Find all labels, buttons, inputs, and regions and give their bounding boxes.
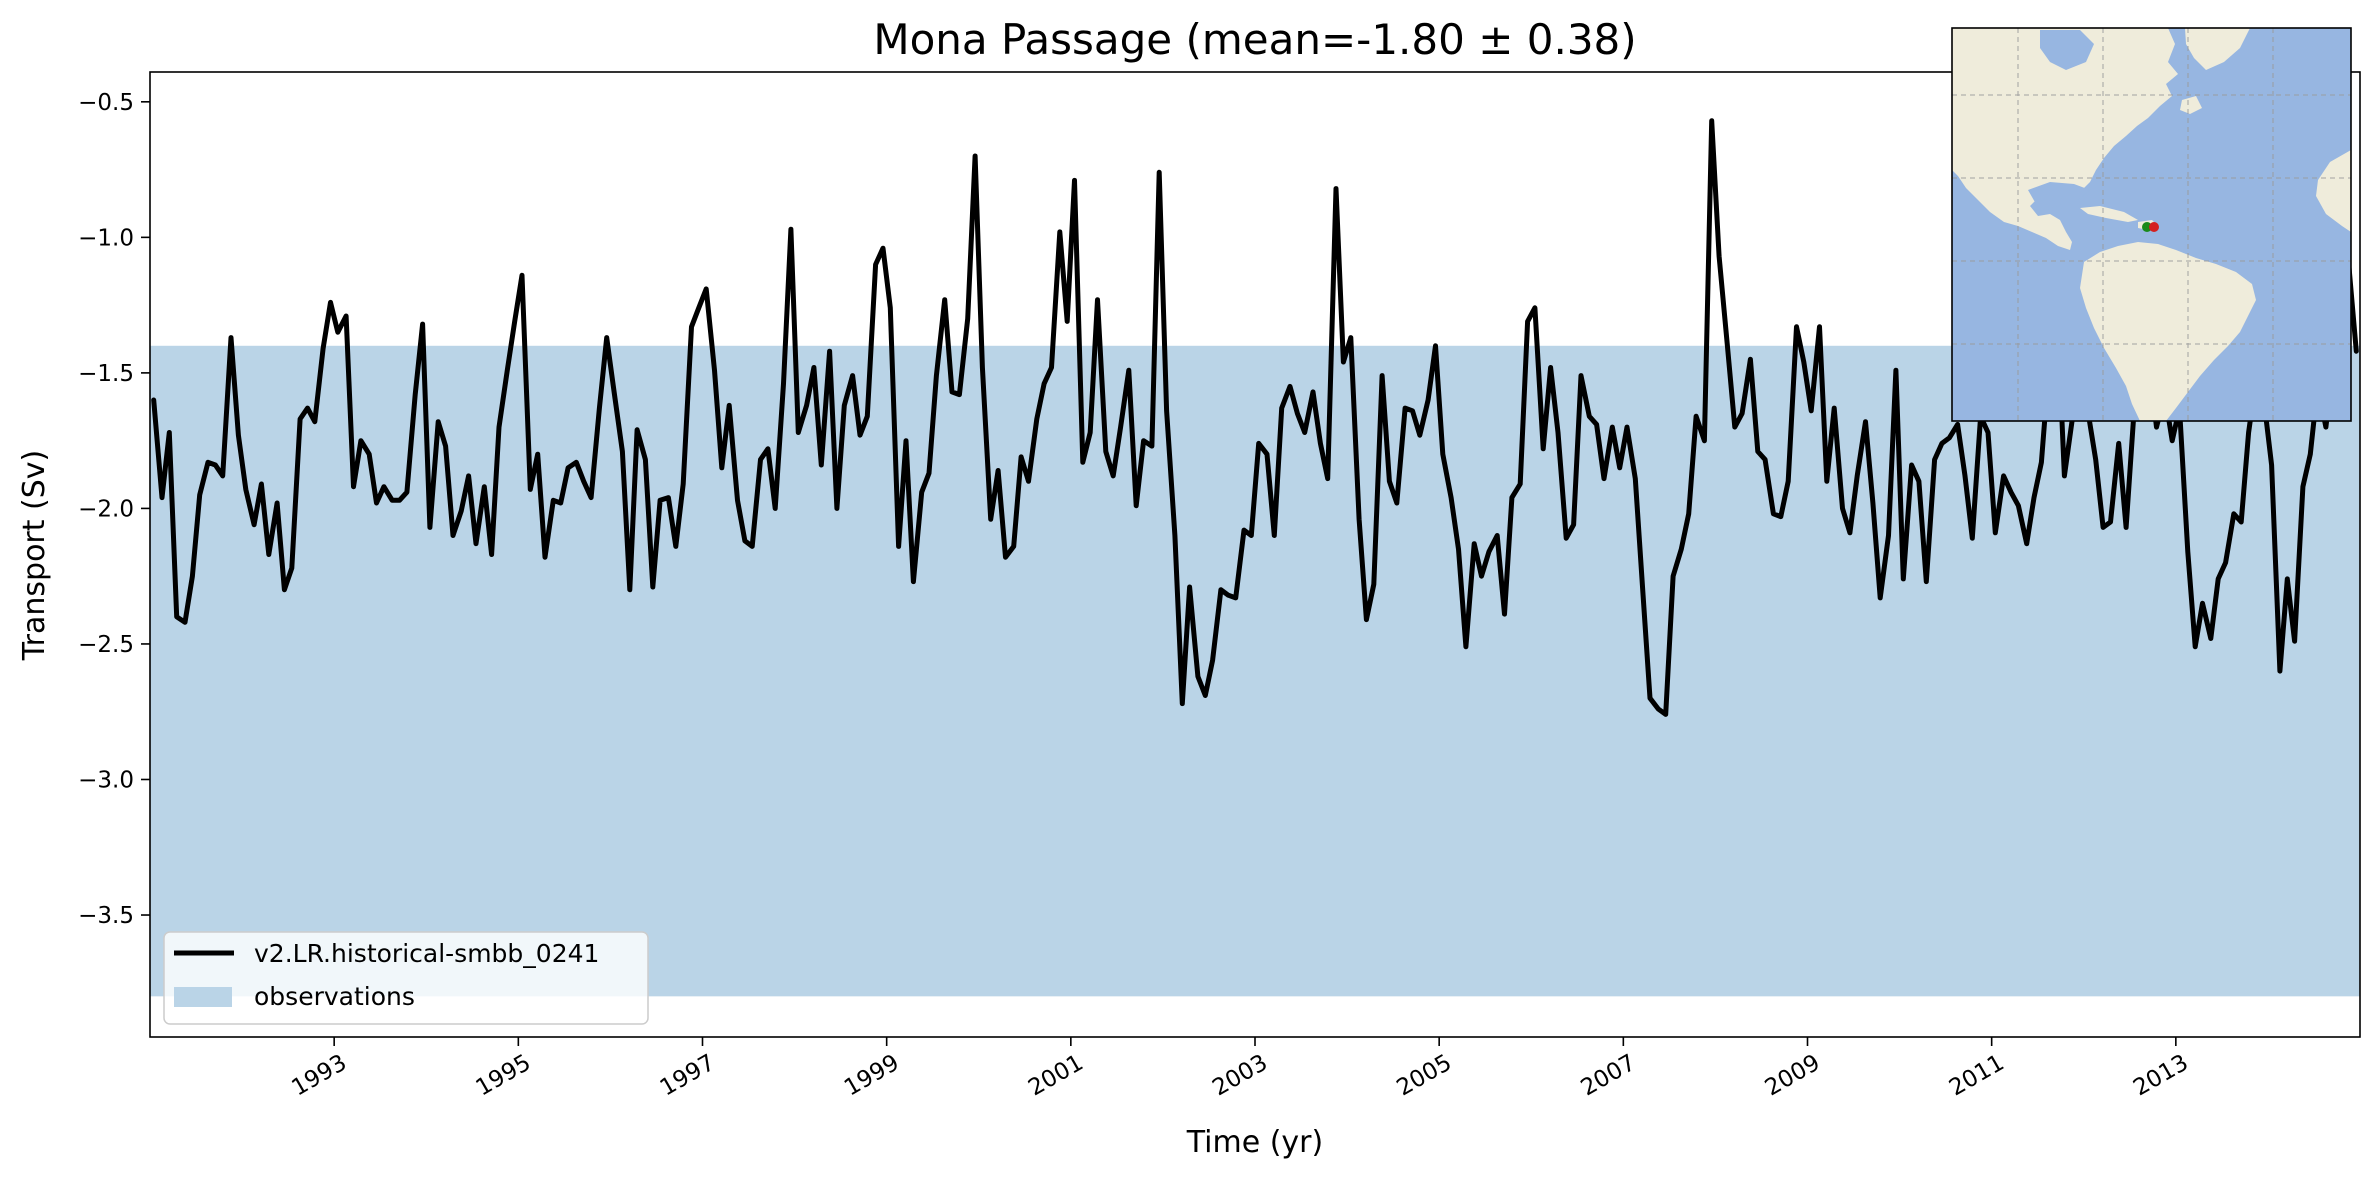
- legend-swatch-observations: [174, 987, 232, 1007]
- inset-map-frame: [1951, 27, 2352, 422]
- map-water-hudson: [2040, 30, 2094, 70]
- chart-title: Mona Passage (mean=-1.80 ± 0.38): [873, 15, 1636, 64]
- y-tick-label: −3.0: [78, 767, 134, 793]
- map-marker-red: [2149, 222, 2159, 232]
- y-tick-label: −0.5: [78, 90, 134, 116]
- map-marker-green: [2142, 222, 2152, 232]
- observations-band: [150, 345, 2360, 997]
- map-land-south-america: [2080, 242, 2256, 421]
- y-tick-label: −1.5: [78, 361, 134, 387]
- map-land-africa: [2316, 150, 2351, 232]
- map-land-north-america: [1952, 28, 2178, 250]
- map-water-gulf: [2028, 182, 2090, 210]
- y-axis-label: Transport (Sv): [17, 450, 52, 662]
- x-axis-label: Time (yr): [1186, 1125, 1323, 1160]
- legend-label-observations: observations: [254, 982, 415, 1011]
- y-tick-label: −2.0: [78, 496, 134, 522]
- series-line-0: [151, 118, 2359, 717]
- y-tick-label: −2.5: [78, 632, 134, 658]
- legend: v2.LR.historical-smbb_0241 observations: [163, 931, 649, 1025]
- map-land-greenland: [2185, 28, 2250, 70]
- y-tick-label: −1.0: [78, 225, 134, 251]
- map-land-newfoundland: [2180, 96, 2202, 114]
- map-land-cuba: [2080, 206, 2138, 222]
- legend-label-series: v2.LR.historical-smbb_0241: [254, 939, 599, 968]
- legend-box: [163, 931, 649, 1025]
- y-tick-label: −3.5: [78, 903, 134, 929]
- inset-map: [1951, 27, 2352, 422]
